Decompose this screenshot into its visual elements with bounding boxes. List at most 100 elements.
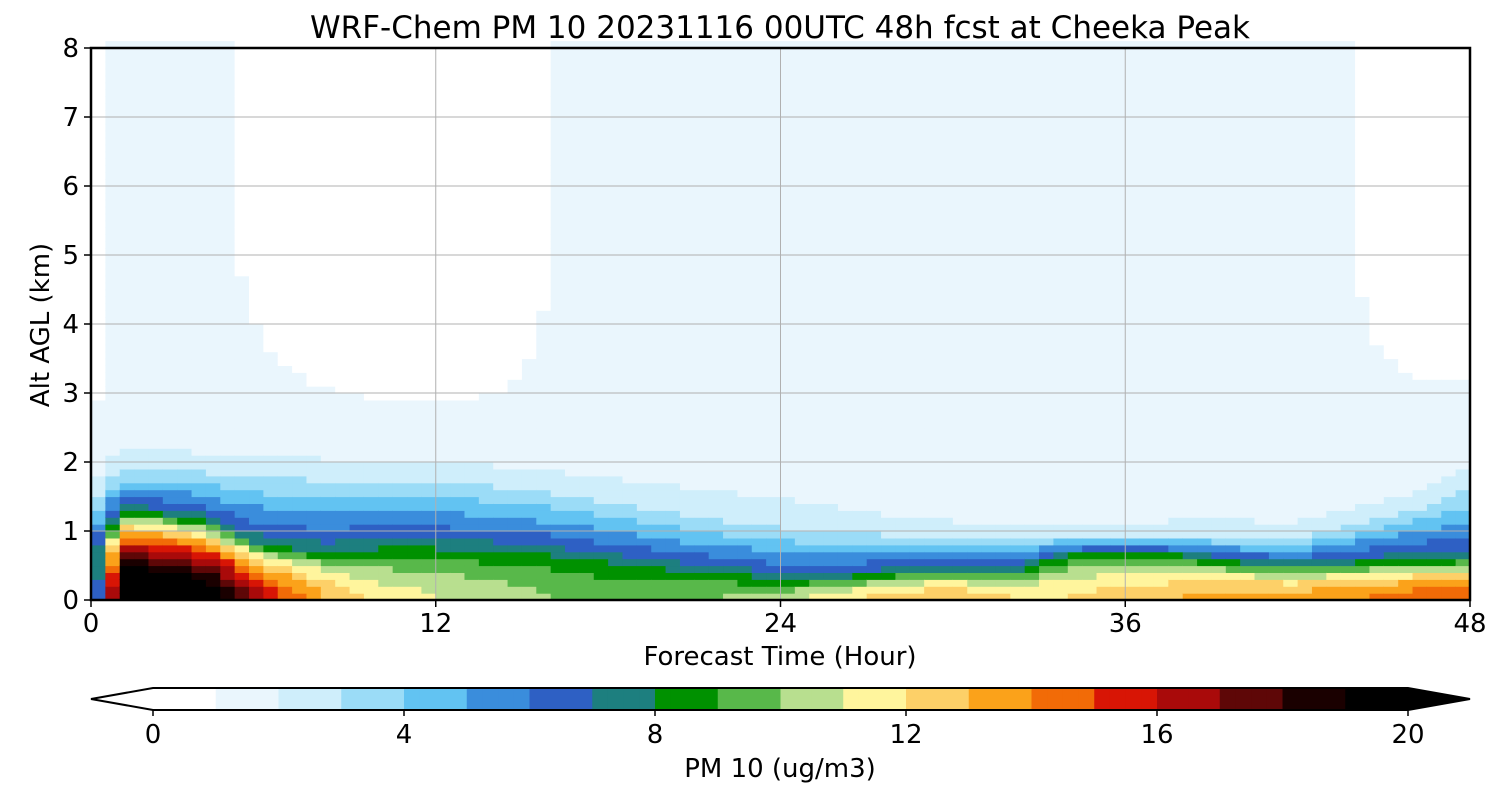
heatmap-cell [837,386,853,394]
heatmap-cell [263,317,279,325]
heatmap-cell [895,144,911,153]
heatmap-cell [220,510,236,518]
heatmap-cell [378,558,394,567]
heatmap-cell [938,96,954,104]
heatmap-cell [493,241,509,249]
heatmap-cell [866,406,882,415]
heatmap-cell [579,137,595,146]
heatmap-cell [751,75,767,84]
heatmap-cell [565,117,580,125]
heatmap-cell [837,565,853,573]
heatmap-cell [464,82,480,90]
heatmap-cell [249,503,264,511]
heatmap-cell [349,310,365,318]
heatmap-cell [464,255,480,263]
heatmap-cell [565,158,580,166]
heatmap-cell [464,379,480,387]
heatmap-cell [91,248,106,256]
heatmap-cell [895,255,911,263]
heatmap-cell [881,455,897,463]
heatmap-cell [392,330,408,339]
heatmap-cell [823,186,839,194]
heatmap-cell [392,413,408,422]
heatmap-cell [162,330,178,339]
heatmap-cell [665,420,681,429]
heatmap-cell [881,330,897,339]
heatmap-cell [909,558,925,567]
heatmap-cell [852,406,868,415]
heatmap-cell [292,537,308,546]
heatmap-cell [234,365,250,373]
heatmap-cell [737,103,753,111]
heatmap-cell [794,261,810,270]
heatmap-cell [967,372,983,380]
heatmap-cell [866,420,882,429]
heatmap-cell [593,275,609,284]
heatmap-cell [780,158,796,166]
heatmap-cell [191,586,207,594]
heatmap-cell [924,275,940,284]
heatmap-cell [435,61,451,70]
heatmap-cell [378,220,394,228]
heatmap-cell [306,482,322,491]
heatmap-cell [636,234,652,242]
heatmap-cell [794,255,810,263]
heatmap-cell [809,317,825,325]
heatmap-cell [565,344,580,353]
heatmap-cell [938,524,954,532]
heatmap-cell [636,365,652,373]
heatmap-cell [665,248,681,256]
heatmap-cell [148,462,164,470]
heatmap-cell [651,199,667,208]
heatmap-cell [378,551,394,560]
heatmap-cell [335,75,351,84]
heatmap-cell [507,54,523,63]
heatmap-cell [177,386,193,394]
heatmap-cell [478,572,494,580]
heatmap-cell [119,296,135,304]
heatmap-cell [780,130,796,139]
heatmap-cell [464,337,480,346]
heatmap-cell [651,399,667,408]
heatmap-cell [780,248,796,256]
heatmap-cell [105,551,121,560]
heatmap-cell [952,137,968,146]
heatmap-cell [521,489,537,498]
heatmap-cell [866,82,882,90]
heatmap-cell [292,61,308,70]
heatmap-cell [349,586,365,594]
heatmap-cell [277,275,293,284]
heatmap-cell [162,110,178,118]
heatmap-cell [909,158,925,166]
heatmap-cell [665,496,681,504]
heatmap-cell [924,551,940,560]
heatmap-cell [249,213,264,222]
heatmap-cell [335,379,351,387]
heatmap-cell [823,337,839,346]
heatmap-cell [249,448,264,456]
heatmap-cell [679,137,695,146]
heatmap-cell [349,227,365,235]
heatmap-cell [220,151,236,159]
heatmap-cell [191,317,207,325]
heatmap-cell [105,531,121,539]
heatmap-cell [220,130,236,139]
heatmap-cell [277,441,293,449]
heatmap-cell [794,482,810,491]
heatmap-cell [536,531,552,539]
heatmap-cell [119,572,135,580]
heatmap-cell [378,468,394,477]
heatmap-cell [119,372,135,380]
heatmap-cell [435,317,451,325]
heatmap-cell [320,544,336,553]
heatmap-cell [191,110,207,118]
heatmap-cell [234,310,250,318]
heatmap-cell [766,531,782,539]
heatmap-cell [924,75,940,84]
heatmap-cell [507,399,523,408]
heatmap-cell [220,324,236,332]
heatmap-cell [565,558,580,567]
heatmap-cell [234,158,250,166]
heatmap-cell [249,96,264,104]
heatmap-cell [162,531,178,539]
